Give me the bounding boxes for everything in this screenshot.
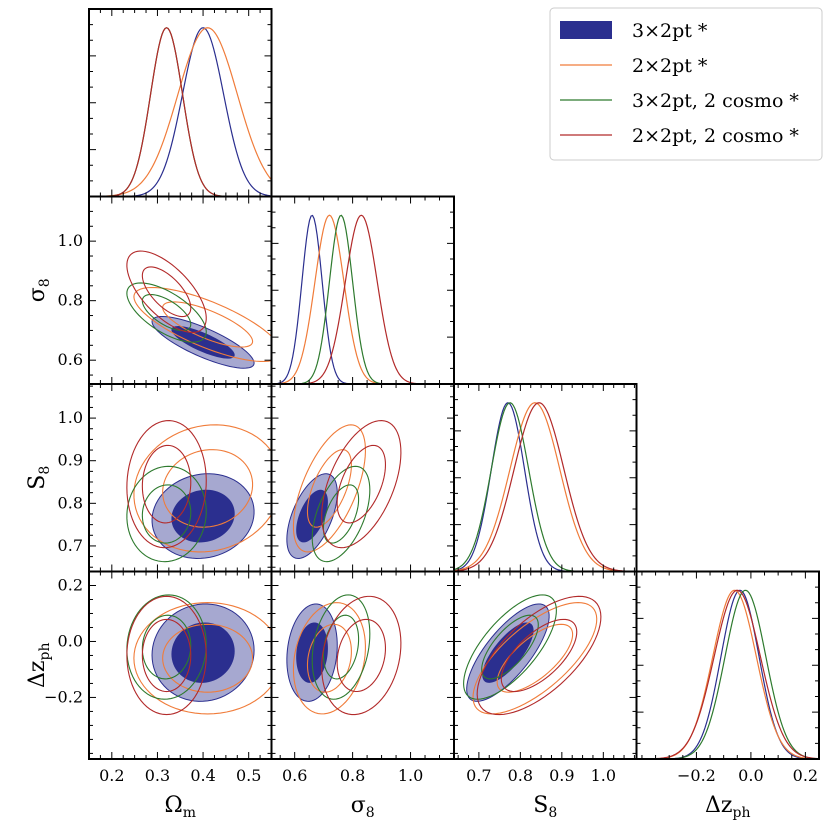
y-tick-label: 0.9	[58, 451, 83, 470]
contour-68-1	[162, 301, 254, 348]
y-tick-label: 0.8	[58, 291, 83, 310]
marginal-curve-3	[636, 589, 819, 759]
y-tick-label: 0.7	[58, 536, 83, 555]
marginal-curve-1	[636, 589, 819, 759]
panel-s8-vs-s8	[271, 214, 454, 384]
x-tick-label: 0.7	[466, 766, 491, 785]
marginal-curve-0	[89, 27, 272, 197]
x-tick-label: 0.3	[145, 766, 170, 785]
legend: 3×2pt * 2×2pt * 3×2pt, 2 cosmo * 2×2pt, 2 c…	[549, 7, 823, 161]
contour-95-3	[321, 420, 402, 549]
legend-label-1: 2×2pt *	[632, 55, 708, 77]
marginal-curve-0	[271, 214, 454, 384]
contour-68-3	[141, 444, 192, 524]
legend-label-3: 2×2pt, 2 cosmo *	[632, 125, 799, 147]
contour-95-1	[292, 424, 366, 553]
contour-68-2	[141, 484, 192, 544]
marginal-curve-1	[271, 214, 454, 384]
x-tick-label: −0.2	[677, 766, 716, 785]
contour-68-1	[496, 623, 574, 693]
contour-68-3	[336, 444, 387, 524]
legend-label-2: 3×2pt, 2 cosmo *	[632, 90, 799, 112]
legend-swatch-0	[560, 21, 612, 39]
contour-95-1	[292, 602, 366, 715]
x-axis-title-S8: S8	[533, 793, 557, 821]
contour-68-2	[481, 614, 539, 680]
contour-95-2	[311, 594, 371, 700]
x-tick-label: 0.6	[282, 766, 307, 785]
panel-dz-vs-s8	[286, 594, 402, 716]
y-tick-label: 1.0	[58, 408, 83, 427]
y-tick-label: −0.2	[44, 687, 83, 706]
ticks	[636, 571, 820, 759]
marginal-curve-2	[636, 589, 819, 759]
x-axis-title-dz: Δzph	[705, 793, 750, 821]
contour-68-2	[141, 614, 192, 680]
contour-68-1	[162, 623, 254, 693]
contour-95-3	[126, 595, 207, 716]
marginal-curve-0	[454, 402, 637, 572]
x-tick-label: 0.0	[738, 766, 763, 785]
x-tick-label: 0.4	[190, 766, 215, 785]
contour-95-2	[126, 594, 207, 700]
marginal-curve-1	[454, 402, 637, 572]
x-axis-title-s8: σ8	[351, 793, 375, 821]
marginal-curve-2	[271, 214, 454, 384]
ticks	[454, 384, 637, 572]
marginal-curve-3	[89, 27, 272, 197]
x-tick-label: 0.8	[340, 766, 365, 785]
contour-95-3	[126, 420, 207, 549]
contour-68-3	[336, 618, 387, 693]
contour-68-3	[141, 618, 192, 693]
marginal-curve-3	[454, 402, 637, 572]
y-axis-title-S8: S8	[25, 466, 53, 490]
contour-95-3	[126, 250, 207, 333]
panel-s8-vs-om	[126, 250, 272, 369]
contour-68-0	[482, 622, 534, 683]
panel-dz-vs-S8	[463, 594, 602, 716]
marginal-curve-2	[454, 402, 637, 572]
x-tick-label: 1.0	[398, 766, 423, 785]
x-tick-label: 1.0	[591, 766, 616, 785]
contour-68-1	[306, 449, 352, 528]
y-tick-label: 0.8	[58, 493, 83, 512]
y-tick-label: 0.0	[58, 631, 83, 650]
contour-68-1	[162, 449, 254, 528]
marginal-curve-0	[636, 589, 819, 759]
contour-95-3	[476, 595, 602, 716]
contour-95-2	[463, 594, 557, 700]
contour-95-1	[133, 424, 272, 553]
contour-68-3	[141, 266, 192, 318]
panel-S8-vs-S8	[454, 402, 637, 572]
contour-95-3	[321, 595, 402, 716]
y-tick-label: 0.6	[58, 350, 83, 369]
marginal-curve-3	[271, 214, 454, 384]
x-tick-label: 0.2	[99, 766, 124, 785]
marginal-curve-1	[89, 27, 272, 197]
marginal-curve-2	[89, 27, 272, 197]
x-tick-label: 0.2	[793, 766, 818, 785]
panel-dz-vs-dz	[636, 589, 819, 759]
y-tick-label: 1.0	[58, 231, 83, 250]
x-axis-title-om: Ωm	[164, 793, 196, 821]
y-tick-label: 0.2	[58, 575, 83, 594]
contour-68-2	[322, 614, 360, 680]
y-axis-title-dz: Δzph	[25, 643, 53, 688]
panel-frame	[635, 570, 820, 760]
contour-95-1	[472, 602, 598, 715]
contour-68-3	[500, 618, 578, 693]
contour-95-2	[126, 465, 207, 563]
contour-95-2	[311, 465, 371, 563]
panel-S8-vs-om	[126, 420, 272, 563]
x-tick-label: 0.5	[236, 766, 261, 785]
legend-label-0: 3×2pt *	[632, 20, 708, 42]
x-tick-label: 0.8	[508, 766, 533, 785]
panel-om-vs-om	[89, 27, 272, 197]
y-axis-title-s8: σ8	[25, 278, 53, 302]
panel-S8-vs-s8	[286, 420, 402, 563]
panel-dz-vs-om	[126, 594, 272, 716]
x-tick-label: 0.9	[549, 766, 574, 785]
